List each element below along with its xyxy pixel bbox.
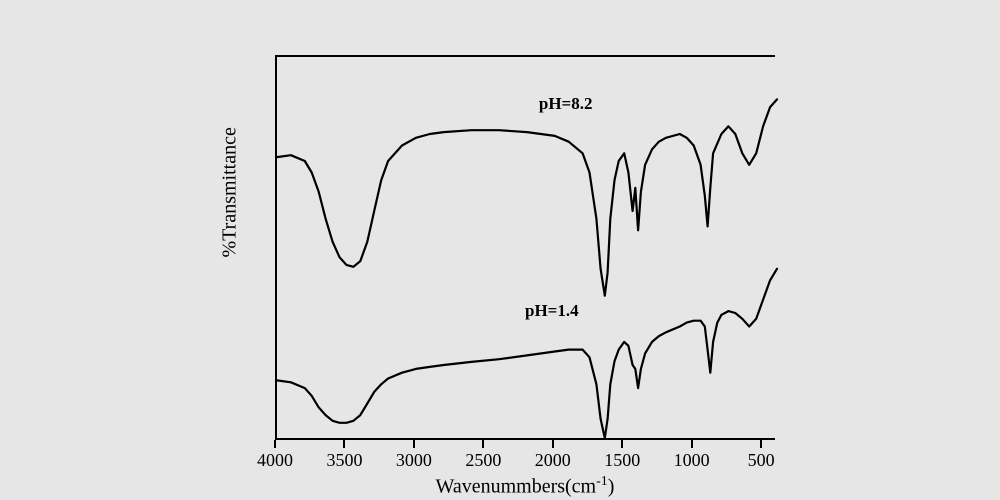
x-tick-label: 2000 bbox=[523, 450, 583, 471]
series-label-pH=8.2: pH=8.2 bbox=[539, 94, 593, 114]
x-tick bbox=[691, 440, 693, 448]
spectrum-pH=1.4 bbox=[277, 269, 777, 438]
y-axis-label: %Transmittance bbox=[219, 237, 242, 257]
x-tick bbox=[760, 440, 762, 448]
x-tick bbox=[482, 440, 484, 448]
x-axis-label: Wavenummbers(cm-1) bbox=[275, 474, 775, 499]
spectrum-pH=8.2 bbox=[277, 99, 777, 295]
x-tick-label: 3000 bbox=[384, 450, 444, 471]
x-tick bbox=[552, 440, 554, 448]
x-tick-label: 3500 bbox=[314, 450, 374, 471]
x-tick bbox=[413, 440, 415, 448]
x-tick bbox=[343, 440, 345, 448]
x-tick-label: 4000 bbox=[245, 450, 305, 471]
series-label-pH=1.4: pH=1.4 bbox=[525, 301, 579, 321]
x-tick bbox=[274, 440, 276, 448]
spectra-svg bbox=[277, 57, 777, 442]
plot-area bbox=[275, 55, 775, 440]
x-tick-label: 2500 bbox=[453, 450, 513, 471]
x-tick-label: 500 bbox=[731, 450, 791, 471]
x-tick-label: 1500 bbox=[592, 450, 652, 471]
x-tick bbox=[621, 440, 623, 448]
ir-spectrum-figure: %Transmittance Wavenummbers(cm-1) 4000 35… bbox=[0, 0, 1000, 500]
x-tick-label: 1000 bbox=[662, 450, 722, 471]
